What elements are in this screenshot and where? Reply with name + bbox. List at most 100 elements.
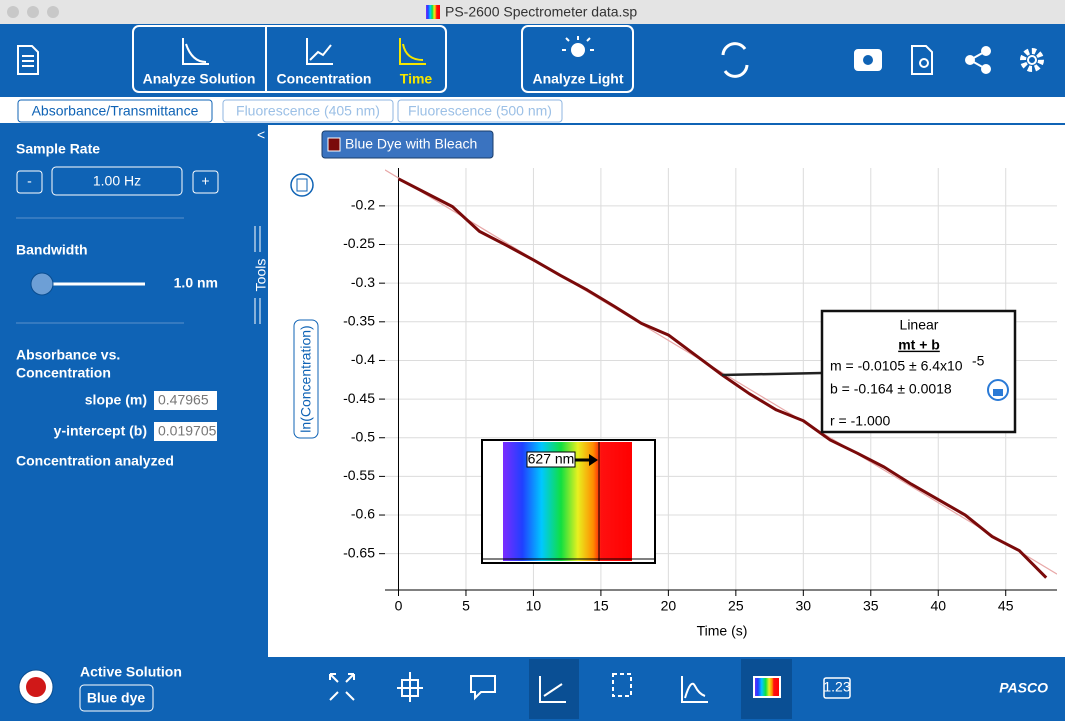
fit-box[interactable] xyxy=(820,309,1017,434)
intercept-label: y-intercept (b) xyxy=(54,423,147,439)
calculator-icon xyxy=(296,178,308,192)
minus-button[interactable] xyxy=(16,170,43,194)
legend-swatch xyxy=(327,137,341,152)
sample-rate-field[interactable] xyxy=(51,166,183,196)
intercept-value[interactable]: 0.019705 xyxy=(158,423,217,439)
toolbar xyxy=(0,24,1065,97)
brand: PASCO xyxy=(999,680,1048,696)
intercept-field[interactable] xyxy=(154,422,217,441)
table-tool[interactable] xyxy=(823,677,851,699)
tab-box[interactable] xyxy=(222,99,394,123)
slope-field[interactable] xyxy=(154,391,217,410)
snapshot-icon[interactable] xyxy=(911,45,933,75)
concentration-analyzed: Concentration analyzed xyxy=(16,453,174,469)
wavelength-label: 627 nm xyxy=(528,451,575,467)
minimize-button[interactable] xyxy=(27,6,39,18)
plus-button[interactable] xyxy=(192,170,219,194)
slope-label: slope (m) xyxy=(85,392,147,408)
x-tick-label: 35 xyxy=(863,598,879,614)
tools-label[interactable]: Tools xyxy=(253,259,269,292)
x-tick-label: 0 xyxy=(395,598,403,614)
y-axis-label[interactable]: ln(Concentration) xyxy=(298,325,314,432)
peak-tool[interactable] xyxy=(681,676,708,703)
settings-icon[interactable] xyxy=(1020,48,1044,72)
tab[interactable]: Fluorescence (405 nm) xyxy=(236,103,380,119)
bottom-tools xyxy=(329,672,851,703)
fit-pointer xyxy=(721,371,823,377)
lock-icon xyxy=(993,389,1003,396)
legend[interactable] xyxy=(321,130,494,159)
y-tick-label: -0.4 xyxy=(351,351,375,367)
analyze-light-label[interactable]: Analyze Light xyxy=(532,71,623,87)
scale-tool[interactable] xyxy=(329,673,355,701)
curve-fit-tool[interactable] xyxy=(539,676,566,703)
close-button[interactable] xyxy=(7,6,19,18)
plus-label[interactable]: + xyxy=(201,173,209,189)
x-tick-label: 20 xyxy=(661,598,677,614)
tools-handle[interactable] xyxy=(254,226,261,324)
concentration-icon[interactable] xyxy=(306,38,333,65)
fit-intercept: b = -0.164 ± 0.0018 xyxy=(830,381,952,397)
tab-selected[interactable] xyxy=(17,99,213,123)
y-tick-label: -0.45 xyxy=(343,390,375,406)
analyze-light-button[interactable] xyxy=(521,25,634,93)
tab[interactable]: Absorbance/Transmittance xyxy=(32,103,199,119)
concentration-label[interactable]: Concentration xyxy=(277,71,372,87)
y-axis-button[interactable] xyxy=(293,319,319,439)
table-tool-label[interactable]: 1.23 xyxy=(823,679,850,695)
sample-rate-label: Sample Rate xyxy=(16,141,100,157)
fit-r: r = -1.000 xyxy=(830,413,891,429)
y-tick-label: -0.3 xyxy=(351,274,375,290)
selection-tool[interactable] xyxy=(612,673,632,697)
slider-thumb[interactable] xyxy=(30,272,54,296)
solution-button[interactable] xyxy=(79,684,154,712)
analyze-solution-label[interactable]: Analyze Solution xyxy=(143,71,256,87)
absorbance-heading: Concentration xyxy=(16,365,111,381)
window-title: PS-2600 Spectrometer data.sp xyxy=(445,4,637,20)
analyze-solution-icon[interactable] xyxy=(182,38,209,65)
spectrum-inset xyxy=(481,439,656,564)
spectrum-tool[interactable] xyxy=(753,676,781,698)
fit-equation: mt + b xyxy=(898,337,940,353)
legend-label: Blue Dye with Bleach xyxy=(345,136,477,152)
analyze-group xyxy=(132,25,447,93)
tab-box[interactable] xyxy=(397,99,563,123)
y-tick-label: -0.5 xyxy=(351,428,375,444)
minus-label[interactable]: - xyxy=(27,173,32,189)
bandwidth-label: Bandwidth xyxy=(16,242,88,258)
x-tick-label: 15 xyxy=(593,598,609,614)
x-tick-label: 25 xyxy=(728,598,744,614)
time-label[interactable]: Time xyxy=(400,71,433,87)
app-icon xyxy=(426,5,440,19)
fit-slope: m = -0.0105 ± 6.4x10 xyxy=(830,358,963,374)
record-dot xyxy=(26,677,46,697)
x-tick-label: 10 xyxy=(526,598,542,614)
fit-line xyxy=(385,169,1057,575)
collapse-button[interactable]: < xyxy=(257,127,265,143)
x-tick-label: 5 xyxy=(462,598,470,614)
y-tick-label: -0.25 xyxy=(343,235,375,251)
zoom-button[interactable] xyxy=(47,6,59,18)
annotation-tool[interactable] xyxy=(470,675,496,701)
fit-title: Linear xyxy=(900,317,939,333)
coordinates-tool[interactable] xyxy=(397,672,423,702)
y-tick-label: -0.35 xyxy=(343,313,375,329)
tab[interactable]: Fluorescence (500 nm) xyxy=(408,103,552,119)
sample-rate-value[interactable]: 1.00 Hz xyxy=(93,173,141,189)
calculator-button[interactable] xyxy=(290,173,314,197)
y-tick-label: -0.65 xyxy=(343,544,375,560)
bandwidth-value: 1.0 nm xyxy=(174,275,218,291)
absorbance-heading: Absorbance vs. xyxy=(16,347,120,363)
slope-value[interactable]: 0.47965 xyxy=(158,392,209,408)
x-tick-label: 30 xyxy=(796,598,812,614)
solution-name[interactable]: Blue dye xyxy=(87,690,146,706)
fit-slope-exponent: -5 xyxy=(972,353,985,369)
x-axis-label: Time (s) xyxy=(697,623,748,639)
sync-icon[interactable] xyxy=(721,42,749,78)
x-tick-label: 40 xyxy=(930,598,946,614)
active-solution-label: Active Solution xyxy=(80,664,182,680)
x-tick-label: 45 xyxy=(998,598,1014,614)
time-icon[interactable] xyxy=(399,38,426,65)
file-icon[interactable] xyxy=(17,45,39,75)
